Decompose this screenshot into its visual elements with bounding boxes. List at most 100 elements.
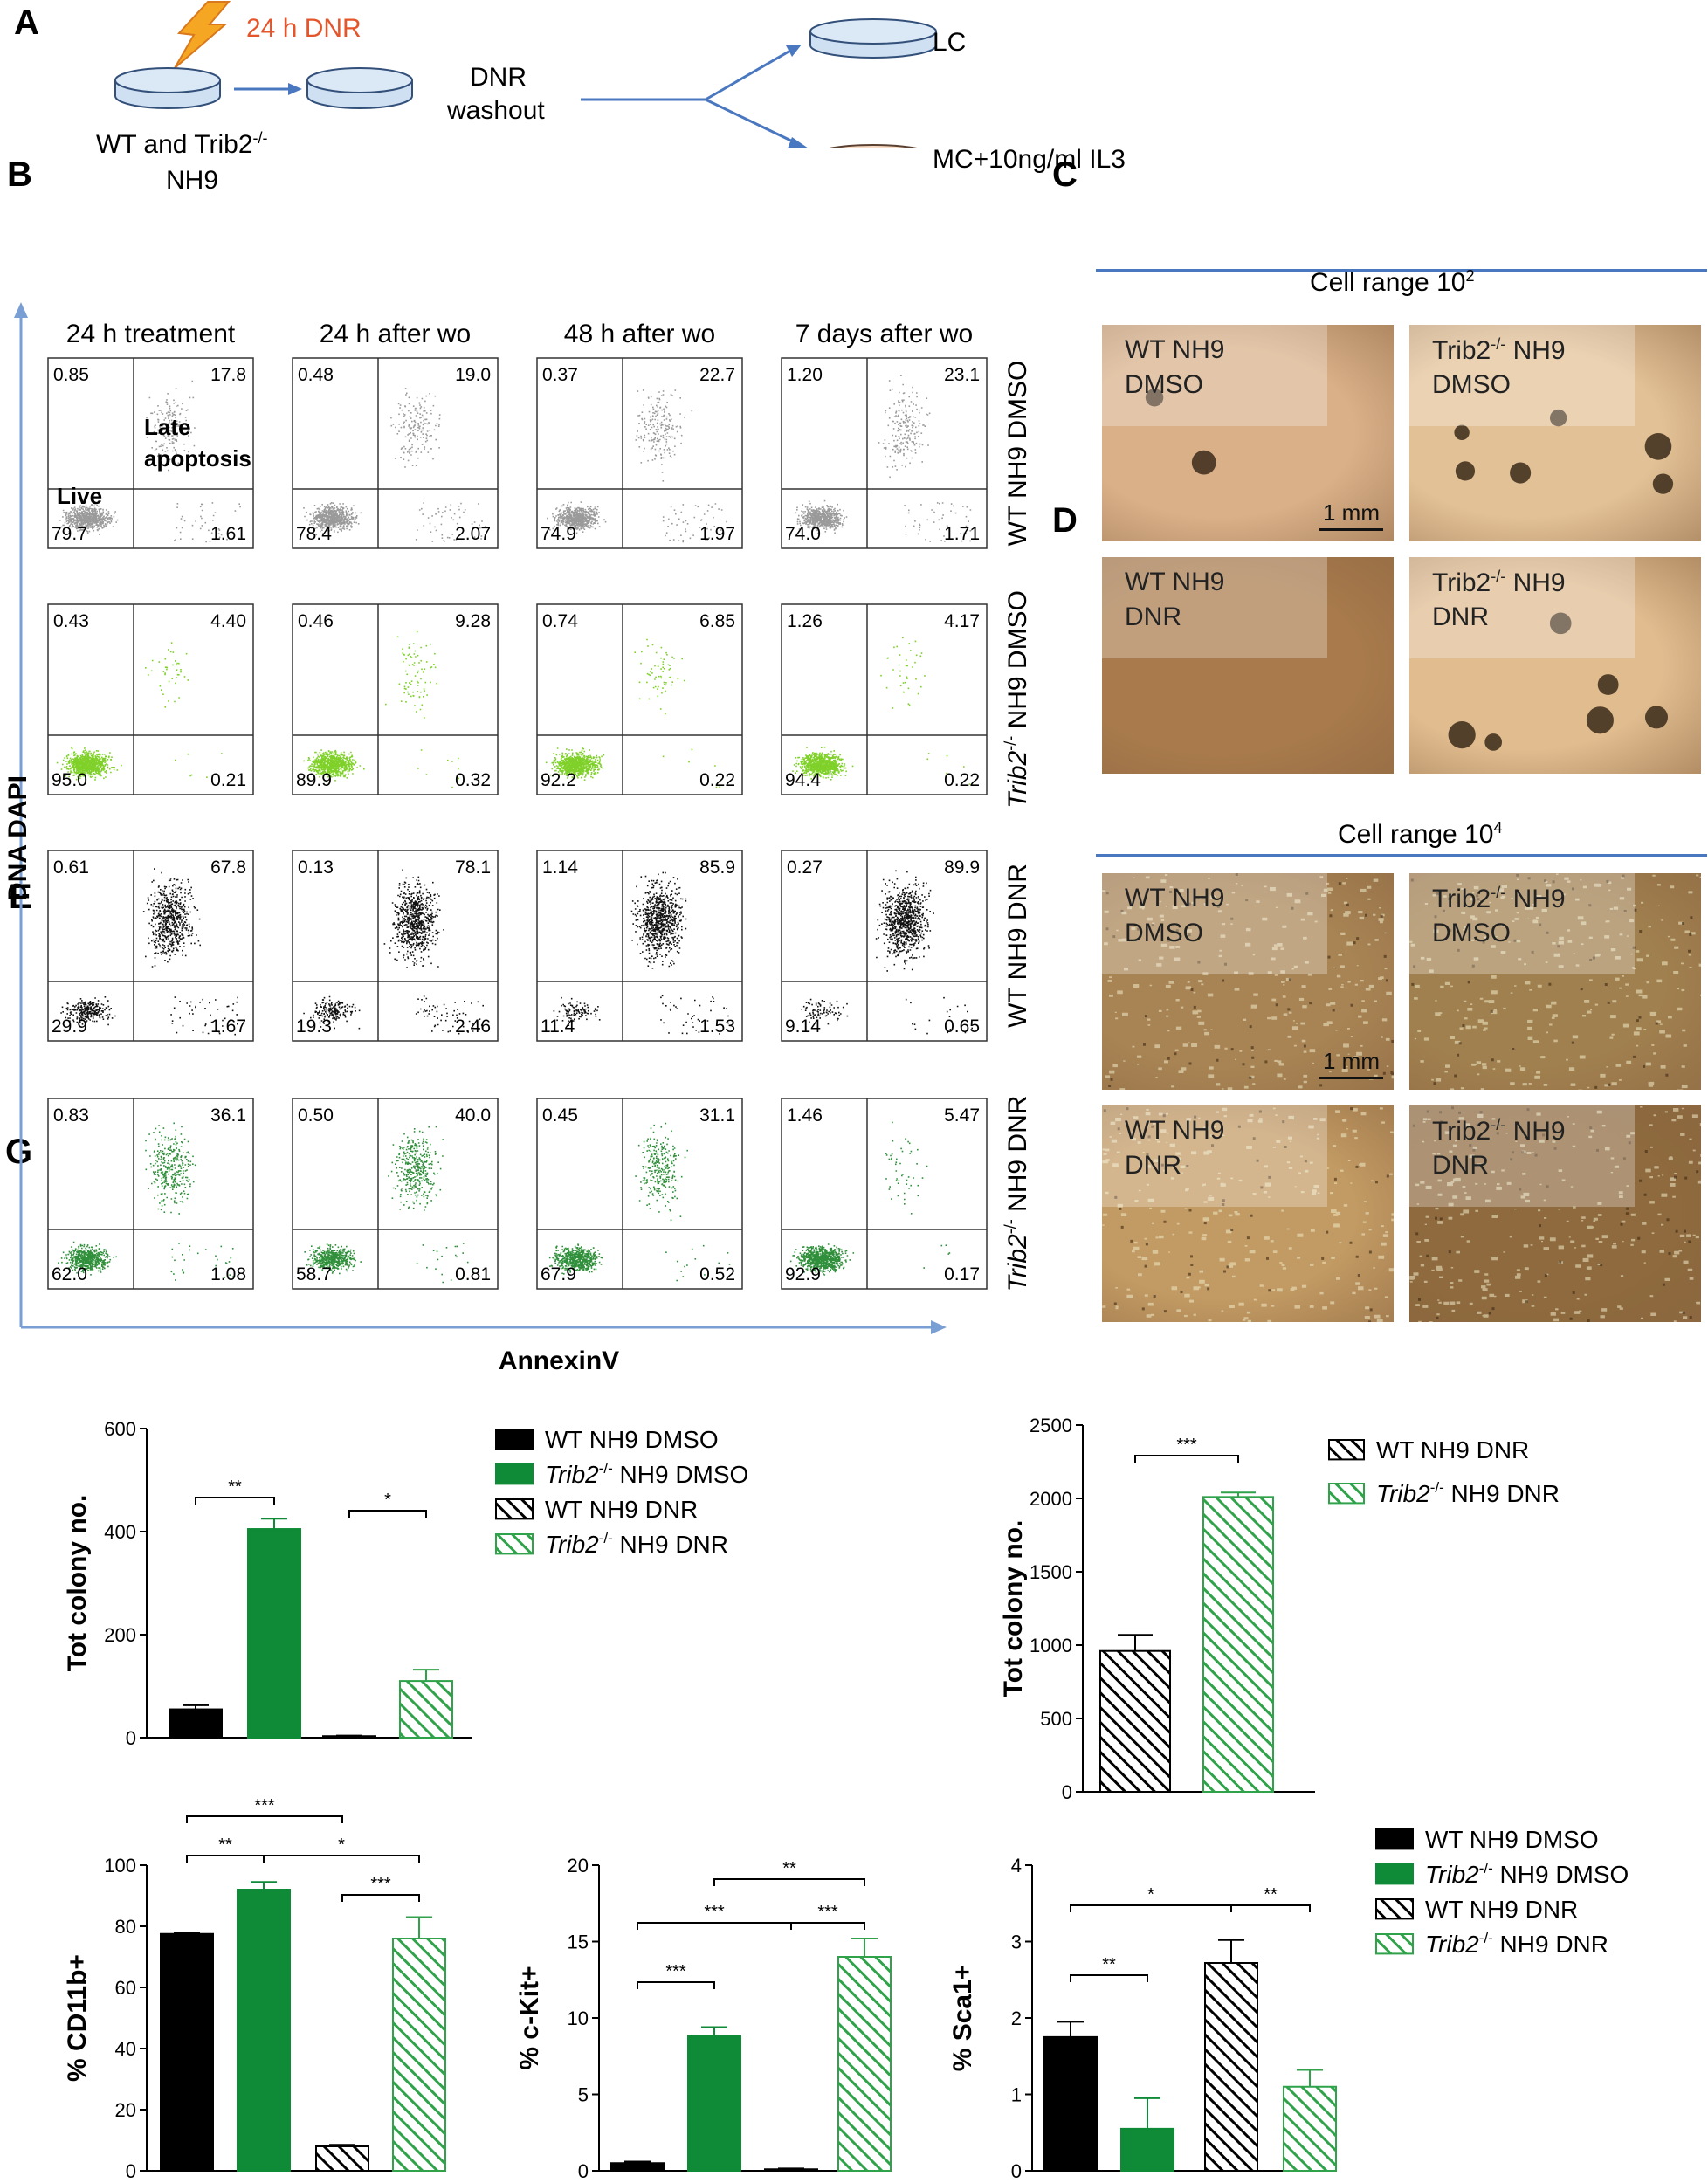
quadrant-value: 92.2	[541, 770, 576, 790]
panel-d-rule	[1096, 854, 1707, 857]
panel-letter-a: A	[14, 3, 39, 42]
quadrant-value: 0.21	[210, 770, 246, 790]
legend-label: WT NH9 DNR	[545, 1496, 698, 1523]
flow-plot: 0.61 67.8 29.9 1.67	[47, 850, 254, 1042]
micrograph-label-line1: WT NH9	[1125, 568, 1224, 597]
significance-label: **	[782, 1859, 796, 1878]
quadrant-value: 1.26	[787, 611, 823, 631]
superscript: -/-	[1491, 884, 1506, 901]
legend-swatch	[1375, 1898, 1414, 1920]
y-axis-title: % c-Kit+	[515, 1966, 544, 2069]
genotype-text: Trib2	[1432, 568, 1491, 597]
significance-bracket	[713, 1878, 865, 1886]
significance-bracket	[790, 1922, 865, 1930]
micrograph: Trib2-/- NH9 DMSO	[1409, 325, 1701, 541]
micrograph: WT NH9 DMSO 1 mm	[1102, 873, 1394, 1090]
y-tick-label: 0	[126, 1727, 136, 1749]
y-tick-label: 600	[104, 1418, 136, 1440]
quadrant-value: 62.0	[52, 1264, 87, 1284]
quadrant-value: 0.22	[944, 770, 980, 790]
scatter-points	[303, 630, 460, 788]
label-italic: Trib2	[545, 1461, 599, 1488]
micrograph: WT NH9 DNR	[1102, 1105, 1394, 1322]
micrograph-label: Trib2-/- NH9 DNR	[1409, 557, 1635, 658]
bar	[1283, 2085, 1337, 2172]
colony-texture	[1454, 409, 1674, 494]
treatment-label: 24 h DNR	[246, 14, 362, 43]
micrograph-label: WT NH9 DMSO	[1102, 873, 1327, 974]
colony	[1586, 706, 1614, 734]
colony	[1597, 674, 1619, 695]
quadrant-value: 1.46	[787, 1105, 823, 1126]
quadrant-value: 22.7	[699, 365, 735, 385]
y-axis-title: DNA DAPI	[3, 775, 32, 901]
quadrant-value: 0.13	[298, 857, 334, 878]
y-tick-label: 60	[115, 1977, 136, 1999]
quadrant-value: 0.83	[53, 1105, 89, 1126]
y-tick-label: 20	[568, 1855, 589, 1877]
quadrant-value: 0.43	[53, 611, 89, 631]
legend-label: Trib2-/- NH9 DMSO	[1425, 1860, 1629, 1888]
micrograph-label-line1: WT NH9	[1125, 335, 1224, 365]
y-tick-label: 2	[1011, 2007, 1022, 2029]
scatter-points	[545, 638, 720, 788]
significance-bracket	[186, 1855, 265, 1863]
micrograph-label-line1: Trib2-/- NH9	[1432, 884, 1566, 914]
panel-c-title: Cell range 102	[1310, 267, 1474, 298]
quadrant-value: 0.65	[944, 1016, 980, 1036]
quadrant-value: 0.46	[298, 611, 334, 631]
significance-label: *	[384, 1491, 391, 1510]
micrograph-label: Trib2-/- NH9 DMSO	[1409, 873, 1635, 974]
legend-label: Trib2-/- NH9 DNR	[1425, 1930, 1608, 1958]
legend-label: WT NH9 DMSO	[545, 1426, 719, 1453]
significance-bracket	[1230, 1904, 1311, 1912]
micrograph-label-line1: Trib2-/- NH9	[1432, 335, 1566, 366]
y-tick-label: 1	[1011, 2084, 1022, 2106]
legend-swatch	[1375, 1863, 1414, 1885]
label-rest: NH9 DNR	[1493, 1931, 1608, 1958]
bar	[764, 2168, 818, 2172]
y-tick-label: 40	[115, 2038, 136, 2060]
flow-cytometry-grid: DNA DAPI AnnexinV 24 h treatment 24 h after…	[3, 302, 1032, 1375]
flow-plot: 0.85 17.8 79.7 1.61	[47, 357, 254, 549]
colony	[1145, 388, 1164, 407]
colony	[1191, 450, 1216, 475]
flow-plot: 1.20 23.1 74.0 1.71	[781, 357, 988, 549]
scatter-points	[801, 870, 973, 1035]
colony-texture	[1145, 388, 1216, 475]
panel-c-rule	[1096, 269, 1707, 272]
quadrant-value: 74.9	[541, 524, 576, 544]
bar	[687, 2035, 741, 2172]
significance-bracket	[341, 1894, 420, 1902]
y-tick-label: 1000	[1030, 1635, 1072, 1656]
micrograph-label-line2: DMSO	[1125, 370, 1203, 399]
y-tick-label: 0	[578, 2160, 589, 2182]
y-axis-title: % CD11b+	[63, 1954, 92, 2082]
quadrant-value: 79.7	[52, 524, 87, 544]
micrograph-label-line1: WT NH9	[1125, 884, 1224, 913]
label-rest: NH9 DNR	[1444, 1480, 1560, 1507]
column-header: 24 h treatment	[66, 320, 236, 348]
flow-plot: 0.48 19.0 78.4 2.07	[292, 357, 499, 549]
legend-swatch	[1328, 1439, 1365, 1461]
flow-plot: 0.43 4.40 95.0 0.21	[47, 603, 254, 795]
legend-label: WT NH9 DMSO	[1425, 1826, 1599, 1853]
micrograph-label: WT NH9 DMSO	[1102, 325, 1327, 426]
quadrant-value: 2.07	[455, 524, 491, 544]
quadrant-value: 0.32	[455, 770, 491, 790]
legend-label: WT NH9 DNR	[1376, 1436, 1529, 1463]
quadrant-value: 95.0	[52, 770, 87, 790]
cell-cluster	[1409, 1106, 1701, 1322]
label-rest: NH9 DMSO	[1493, 1861, 1629, 1888]
culture-dish-icon	[114, 67, 221, 109]
quadrant-value: 78.1	[455, 857, 491, 878]
flow-plot: 1.26 4.17 94.4 0.22	[781, 603, 988, 795]
colony	[1644, 706, 1669, 729]
colony	[1652, 473, 1674, 494]
lc-label: LC	[933, 28, 967, 57]
genotype-text: NH9	[1505, 336, 1566, 365]
label-italic: Trib2	[1425, 1931, 1479, 1958]
micrograph: Trib2-/- NH9 DNR	[1409, 557, 1701, 774]
lightning-icon	[174, 1, 231, 69]
